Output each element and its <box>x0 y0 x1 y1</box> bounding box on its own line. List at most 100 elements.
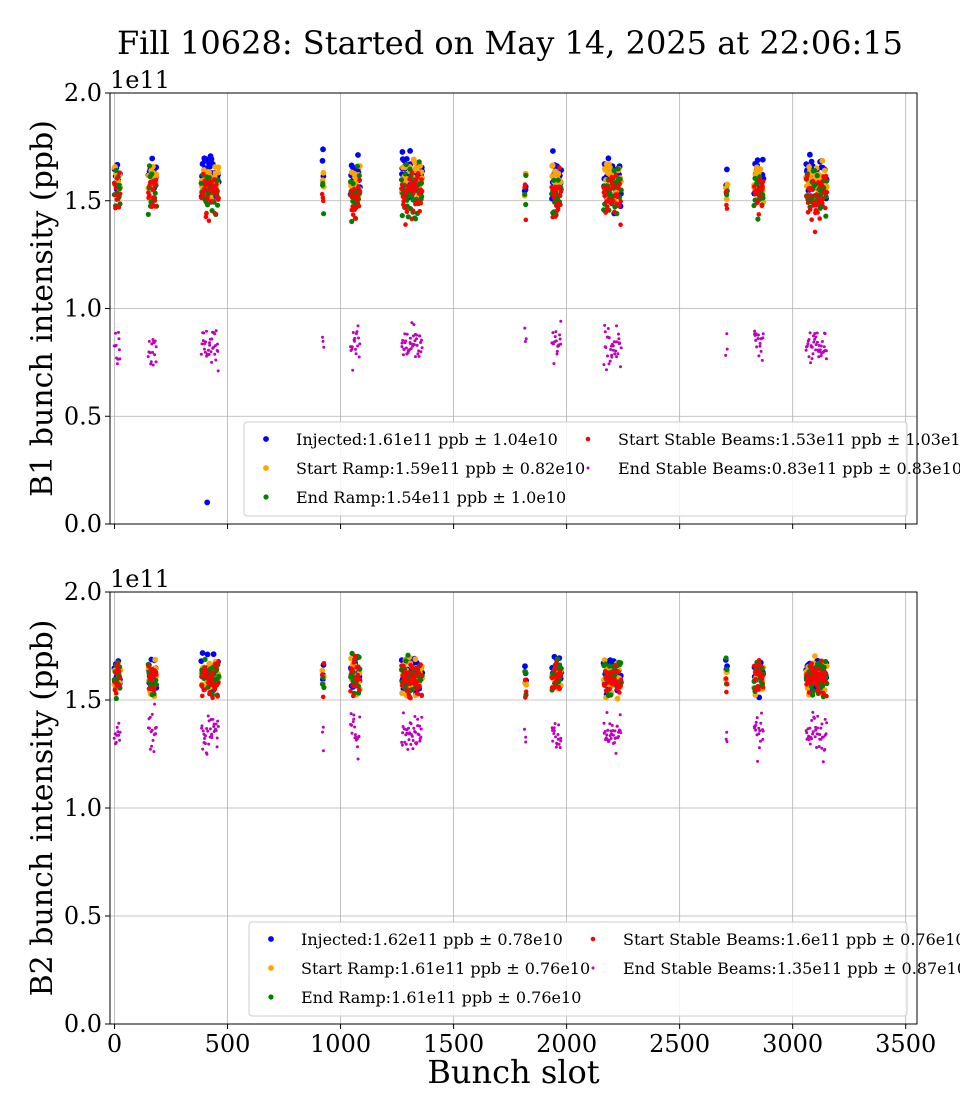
data-point <box>618 222 623 227</box>
data-point <box>823 658 829 665</box>
data-point <box>551 331 555 335</box>
data-point <box>821 760 825 764</box>
data-point <box>215 188 220 194</box>
x-axis-label: Bunch slot <box>427 1053 599 1091</box>
data-point <box>605 368 608 372</box>
data-point <box>205 727 209 730</box>
data-point <box>419 693 425 698</box>
data-point <box>603 730 607 733</box>
data-point <box>153 339 157 343</box>
data-point <box>758 729 762 733</box>
legend-entry: Start Stable Beams:1.6e11 ppb ± 0.76e10 <box>623 930 960 949</box>
data-point <box>823 332 827 336</box>
data-point <box>212 725 216 728</box>
data-point <box>415 343 419 347</box>
data-point <box>321 335 324 339</box>
data-point <box>205 194 210 200</box>
data-point <box>200 191 205 197</box>
data-point <box>609 348 613 351</box>
data-point <box>820 340 824 343</box>
legend: Injected:1.61e11 ppb ± 1.04e10 Start Ramp… <box>243 421 960 517</box>
y-tick-label: 2.0 <box>64 578 102 606</box>
data-point <box>417 733 421 737</box>
data-point <box>215 694 220 699</box>
data-point <box>150 712 154 716</box>
data-point <box>357 355 361 359</box>
data-point <box>416 159 422 165</box>
data-point <box>405 652 411 658</box>
legend-marker <box>263 465 269 471</box>
data-point <box>603 323 607 327</box>
data-point <box>204 202 211 208</box>
data-point <box>814 728 818 732</box>
data-point <box>760 358 764 362</box>
data-point <box>320 694 326 700</box>
data-point <box>605 733 609 737</box>
data-point <box>412 726 416 730</box>
data-point <box>555 207 561 212</box>
data-point <box>603 191 609 197</box>
data-point <box>522 677 528 683</box>
data-point <box>117 733 121 737</box>
data-point <box>420 715 424 719</box>
data-point <box>615 669 621 675</box>
data-point <box>805 200 811 205</box>
data-point <box>118 730 122 734</box>
legend-entry: Start Ramp:1.61e11 ppb ± 0.76e10 <box>301 959 590 978</box>
legend-marker <box>591 966 595 970</box>
data-point <box>357 189 363 194</box>
data-point <box>319 157 326 164</box>
legend-marker <box>263 436 269 442</box>
data-point <box>607 738 611 742</box>
data-point <box>549 162 556 169</box>
data-point <box>751 202 757 209</box>
legend-frame <box>248 921 908 1017</box>
data-point <box>808 726 812 730</box>
data-point <box>356 745 359 749</box>
data-point <box>557 686 562 691</box>
data-point <box>356 203 362 209</box>
legend-frame <box>243 421 908 517</box>
data-point <box>353 683 359 689</box>
data-point <box>804 348 808 352</box>
data-point <box>807 355 811 359</box>
data-point <box>522 191 528 197</box>
data-point <box>355 152 361 158</box>
data-point <box>824 732 828 736</box>
data-point <box>760 711 763 715</box>
data-point <box>820 746 824 750</box>
data-point <box>725 347 729 351</box>
data-point <box>808 679 813 685</box>
data-point <box>820 722 824 726</box>
data-point <box>200 342 204 346</box>
data-point <box>557 165 562 170</box>
data-point <box>756 186 761 191</box>
data-point <box>817 216 822 221</box>
data-point <box>209 350 213 354</box>
data-point <box>320 146 326 153</box>
data-point <box>552 729 556 733</box>
data-point <box>815 746 818 749</box>
data-point <box>757 354 761 358</box>
data-point <box>418 739 422 743</box>
data-point <box>756 212 762 217</box>
data-point <box>553 664 559 669</box>
legend-marker <box>585 436 591 442</box>
data-point <box>607 686 612 692</box>
data-point <box>619 346 623 350</box>
data-point <box>618 660 624 666</box>
data-point <box>757 746 761 750</box>
data-points <box>111 650 830 764</box>
data-point <box>403 332 407 336</box>
data-point <box>210 670 215 675</box>
data-point <box>206 187 211 192</box>
data-point <box>150 678 155 683</box>
data-point <box>146 163 153 169</box>
data-point <box>755 345 759 349</box>
data-point <box>819 182 824 188</box>
data-point <box>205 329 208 333</box>
data-point <box>619 365 622 369</box>
data-point <box>114 740 118 744</box>
data-point <box>759 156 766 163</box>
x-axis <box>114 524 907 529</box>
